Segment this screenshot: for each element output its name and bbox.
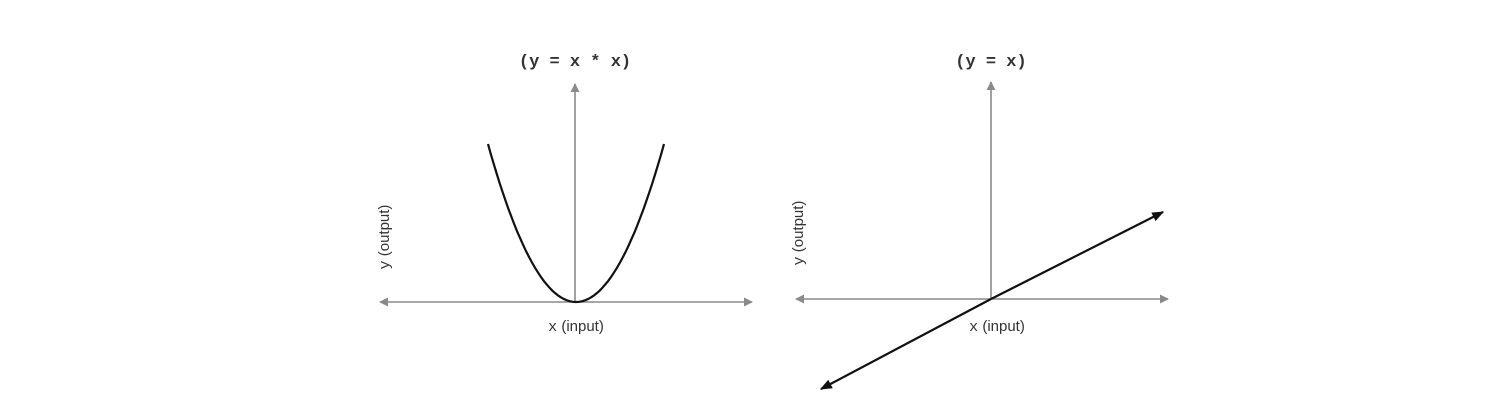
parabola-title: (y = x * x) <box>519 53 631 72</box>
parabola-x-axis-label: x (input) <box>548 318 604 336</box>
parabola-curve <box>486 143 666 304</box>
parabola-diagram: (y = x * x) x (input) y (output) <box>376 53 753 336</box>
identity-line-upper <box>990 211 1165 300</box>
parabola-y-label-text: (output) <box>376 205 393 261</box>
parabola-x-var: x <box>548 319 557 336</box>
line-x-label-text: (input) <box>978 318 1025 335</box>
line-x-var: x <box>969 319 978 336</box>
line-y-var: y <box>791 256 808 265</box>
line-y-label-text: (output) <box>790 201 807 257</box>
identity-line-lower <box>819 298 992 390</box>
line-diagram: (y = x) x (input) y (output) <box>790 53 1169 390</box>
parabola-y-axis-label: y (output) <box>376 205 394 270</box>
parabola-x-label-text: (input) <box>557 318 604 335</box>
line-y-axis-label: y (output) <box>790 201 808 266</box>
line-title: (y = x) <box>955 53 1026 72</box>
parabola-y-var: y <box>377 260 394 269</box>
line-x-axis-label: x (input) <box>969 318 1025 336</box>
